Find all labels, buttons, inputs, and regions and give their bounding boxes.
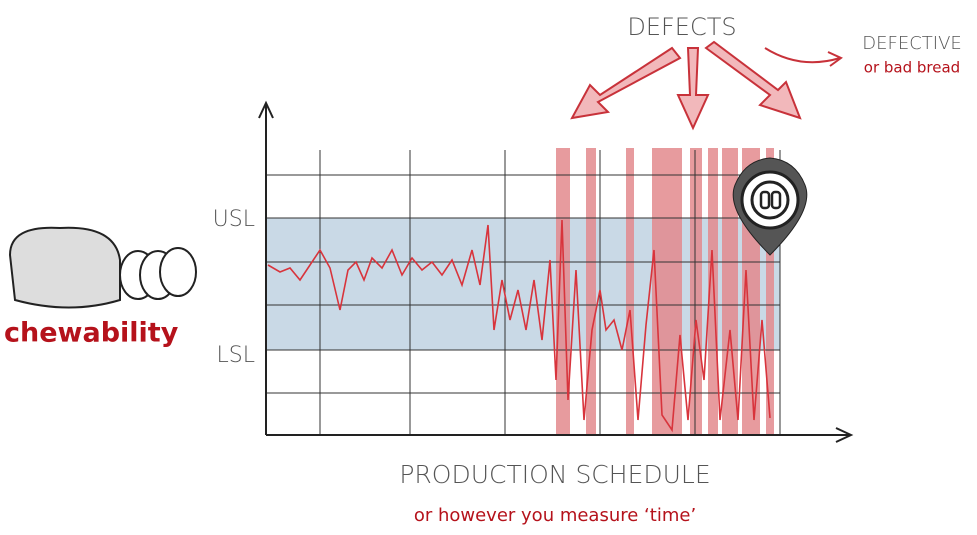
quality-label: chewability [4,318,179,349]
pin-icon [732,157,808,256]
defects-label: DEFECTS [627,13,736,41]
bread-icon [8,226,197,309]
spec-band [266,218,780,350]
grid [266,150,781,435]
axes [258,100,854,443]
defective-label: DEFECTIVE [862,33,962,54]
lsl-label: LSL [217,343,255,368]
signal-line [267,219,771,433]
x-axis-note: or however you measure ‘time’ [414,505,696,526]
defect-arrows [570,40,843,131]
usl-label: USL [213,207,255,232]
bad-bread-label: or bad bread [864,59,960,77]
x-axis-title: PRODUCTION SCHEDULE [399,460,710,489]
